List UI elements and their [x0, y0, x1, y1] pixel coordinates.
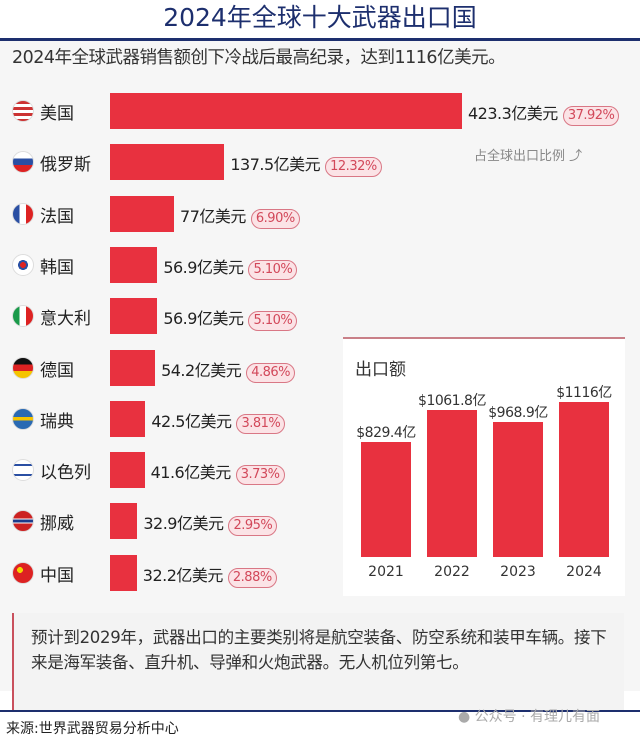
country-bar: [110, 246, 158, 283]
country-label: 德国: [40, 360, 74, 381]
country-row: 以色列 41.6亿美元 3.73%: [0, 450, 640, 490]
share-badge: 12.32%: [325, 157, 382, 178]
country-bar: [110, 554, 137, 591]
year-bar: [559, 402, 609, 557]
watermark: ● 公众号 · 有理儿有面: [458, 706, 600, 726]
country-bar: [110, 349, 156, 386]
value-label: 423.3亿美元 37.92%: [468, 100, 620, 126]
share-badge: 2.88%: [227, 567, 277, 588]
country-bar: [110, 195, 175, 232]
country-row: 挪威 32.9亿美元 2.95%: [0, 501, 640, 541]
country-label: 法国: [40, 206, 74, 227]
country-label: 挪威: [40, 514, 74, 535]
share-badge: 3.81%: [236, 413, 286, 434]
italy-flag-icon: [12, 305, 34, 328]
korea-flag-icon: [12, 253, 34, 276]
country-row: 意大利 56.9亿美元 5.10%: [0, 296, 640, 336]
country-label: 瑞典: [40, 411, 74, 432]
country-bar: [110, 400, 146, 437]
value-text: 42.5亿美元: [151, 411, 232, 431]
value-text: 32.9亿美元: [143, 514, 224, 534]
value-label: 77亿美元 6.90%: [180, 203, 300, 229]
value-label: 32.9亿美元 2.95%: [143, 510, 278, 537]
country-label: 美国: [40, 104, 74, 124]
country-row: 中国 32.2亿美元 2.88%: [0, 553, 640, 593]
country-bar: [110, 93, 462, 129]
subtitle: 2024年全球武器销售额创下冷战后最高纪录，达到1116亿美元。: [12, 48, 506, 68]
russia-flag-icon: [12, 151, 34, 174]
value-text: 41.6亿美元: [150, 463, 232, 483]
us-flag-icon: [12, 100, 34, 122]
share-note-text: 占全球出口比例: [474, 149, 566, 164]
country-label: 韩国: [40, 257, 74, 278]
value-label: 137.5亿美元 12.32%: [230, 151, 382, 178]
country-label: 中国: [40, 565, 74, 586]
page-title: 2024年全球十大武器出口国: [163, 3, 477, 32]
bottom-divider: [0, 710, 640, 712]
share-badge: 4.86%: [246, 362, 296, 383]
year-value-label: $1116亿: [556, 385, 612, 401]
source: 来源:世界武器贸易分析中心: [6, 721, 179, 737]
value-label: 32.2亿美元 2.88%: [143, 562, 277, 588]
year-tick-label: 2022: [434, 564, 470, 580]
country-row: 瑞典 42.5亿美元 3.81%: [0, 399, 640, 439]
panel-title: 出口额: [355, 360, 406, 380]
country-row: 德国 54.2亿美元 4.86%: [0, 348, 640, 388]
year-tick-label: 2021: [368, 564, 404, 580]
year-bar: [427, 409, 477, 557]
note-text: 预计到2029年，武器出口的主要类别将是航空装备、防空系统和装甲车辆。接下来是海…: [31, 628, 607, 672]
country-bar: [110, 452, 145, 489]
value-label: 42.5亿美元 3.81%: [151, 408, 286, 434]
year-value-label: $1061.8亿: [418, 392, 486, 409]
country-row: 韩国 56.9亿美元 5.10%: [0, 245, 640, 285]
title-divider: [0, 38, 640, 41]
country-row: 俄罗斯 137.5亿美元 12.32%: [0, 142, 640, 182]
value-text: 77亿美元: [180, 206, 246, 226]
value-label: 56.9亿美元 5.10%: [163, 254, 298, 280]
sweden-flag-icon: [12, 407, 34, 430]
china-flag-icon: [12, 561, 34, 584]
value-text: 56.9亿美元: [163, 257, 244, 277]
year-tick-label: 2023: [500, 564, 536, 580]
share-badge: 37.92%: [562, 106, 620, 126]
norway-flag-icon: [12, 510, 34, 533]
share-badge: 2.95%: [228, 516, 278, 537]
share-badge: 5.10%: [248, 311, 298, 332]
share-note: 占全球出口比例 ⤴: [474, 149, 583, 164]
share-badge: 5.10%: [248, 259, 298, 280]
country-bar: [110, 503, 138, 540]
country-bar: [110, 144, 225, 181]
year-tick-label: 2024: [566, 564, 602, 580]
value-text: 54.2亿美元: [161, 360, 242, 380]
forecast-note: 预计到2029年，武器出口的主要类别将是航空装备、防空系统和装甲车辆。接下来是海…: [12, 613, 624, 710]
germany-flag-icon: [12, 356, 34, 379]
country-row: 法国 77亿美元 6.90%: [0, 194, 640, 234]
year-bar: [361, 441, 411, 557]
france-flag-icon: [12, 202, 34, 225]
year-bar: [493, 422, 543, 557]
value-text: 56.9亿美元: [163, 309, 244, 329]
year-value-label: $829.4亿: [356, 424, 416, 441]
value-label: 54.2亿美元 4.86%: [161, 357, 296, 383]
country-label: 意大利: [40, 309, 91, 330]
share-badge: 6.90%: [250, 208, 300, 229]
watermark-text: 公众号 · 有理儿有面: [474, 709, 601, 725]
value-label: 41.6亿美元 3.73%: [150, 459, 285, 486]
value-text: 32.2亿美元: [142, 565, 224, 585]
israel-flag-icon: [12, 459, 34, 482]
country-label: 俄罗斯: [40, 155, 91, 176]
wechat-icon: ●: [458, 709, 471, 725]
country-row: 美国 423.3亿美元 37.92%: [0, 91, 640, 131]
share-badge: 3.73%: [235, 465, 285, 486]
country-bar: [110, 298, 158, 335]
value-label: 56.9亿美元 5.10%: [163, 305, 298, 332]
export-total-chart: 出口额 $829.4亿 2021 $1061.8亿 2022 $968.9亿 2023 $1…: [343, 337, 625, 596]
value-text: 137.5亿美元: [230, 155, 321, 175]
year-value-label: $968.9亿: [488, 405, 548, 422]
value-text: 423.3亿美元: [468, 104, 558, 123]
country-label: 以色列: [40, 463, 91, 484]
